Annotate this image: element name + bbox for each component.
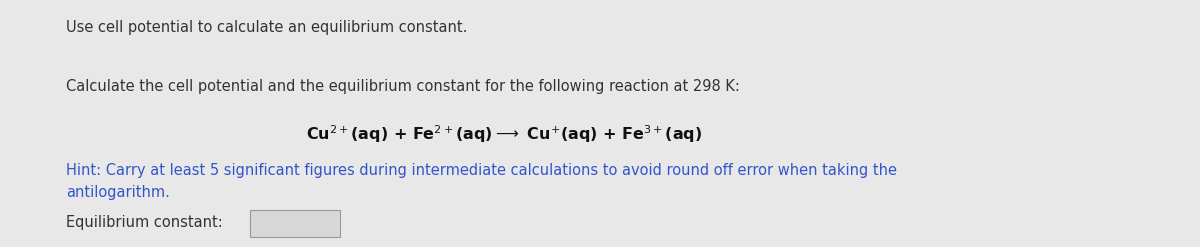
Text: Equilibrium constant:: Equilibrium constant: <box>66 215 223 230</box>
Text: Cu$^{2+}$(aq) + Fe$^{2+}$(aq)$\longrightarrow$ Cu$^{+}$(aq) + Fe$^{3+}$(aq): Cu$^{2+}$(aq) + Fe$^{2+}$(aq)$\longright… <box>306 124 702 145</box>
Text: Hint: Carry at least 5 significant figures during intermediate calculations to a: Hint: Carry at least 5 significant figur… <box>66 163 898 200</box>
Text: Calculate the cell potential and the equilibrium constant for the following reac: Calculate the cell potential and the equ… <box>66 79 740 94</box>
Text: Use cell potential to calculate an equilibrium constant.: Use cell potential to calculate an equil… <box>66 20 467 35</box>
FancyBboxPatch shape <box>250 210 340 237</box>
